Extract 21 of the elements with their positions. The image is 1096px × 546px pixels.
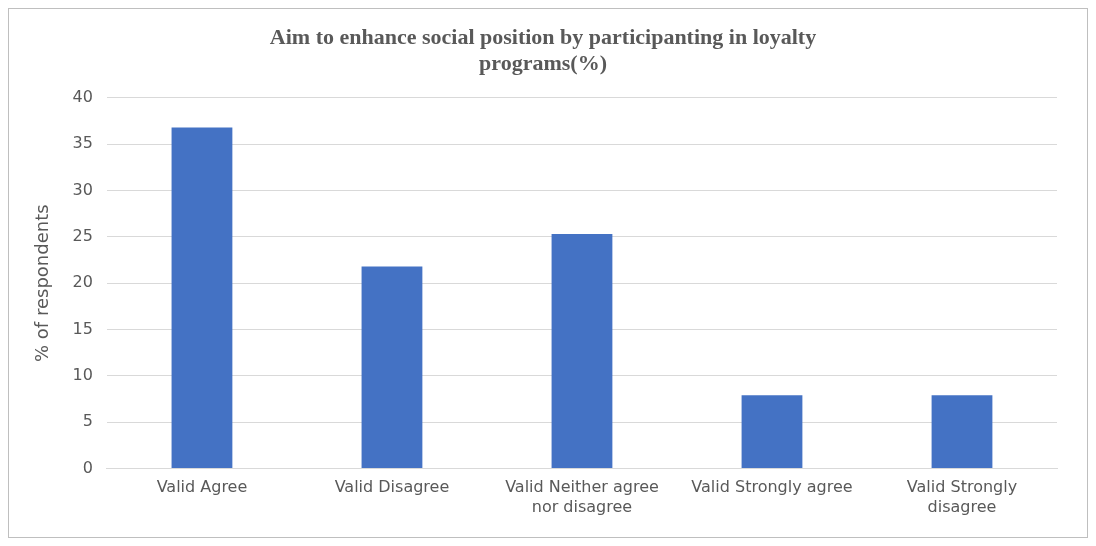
y-tick-label: 15 (72, 318, 93, 338)
bar (171, 127, 233, 469)
y-tick-label: 10 (72, 365, 93, 385)
bar (551, 234, 613, 469)
x-tick-label: Valid Agree (156, 477, 248, 497)
x-tick-label: Valid Disagree (334, 477, 450, 497)
x-tick-label: Valid Strongly agree (691, 477, 853, 497)
y-tick-label: 20 (72, 272, 93, 292)
y-tick-label: 40 (72, 86, 93, 106)
y-tick-label: 0 (82, 457, 93, 477)
bar (931, 395, 993, 469)
bar (361, 266, 423, 469)
y-tick-label: 25 (72, 226, 93, 246)
y-tick-label: 35 (72, 133, 93, 153)
y-tick-label: 5 (82, 411, 93, 431)
chart-title: Aim to enhance social position by participanting in loyalty programs(%) (269, 23, 817, 76)
y-tick-label: 30 (72, 179, 93, 199)
x-tick-label: Valid Strongly disagree (906, 477, 1018, 516)
y-axis-title: % of respondents (31, 204, 53, 362)
bar (741, 395, 803, 469)
x-tick-label: Valid Neither agree nor disagree (505, 477, 659, 516)
